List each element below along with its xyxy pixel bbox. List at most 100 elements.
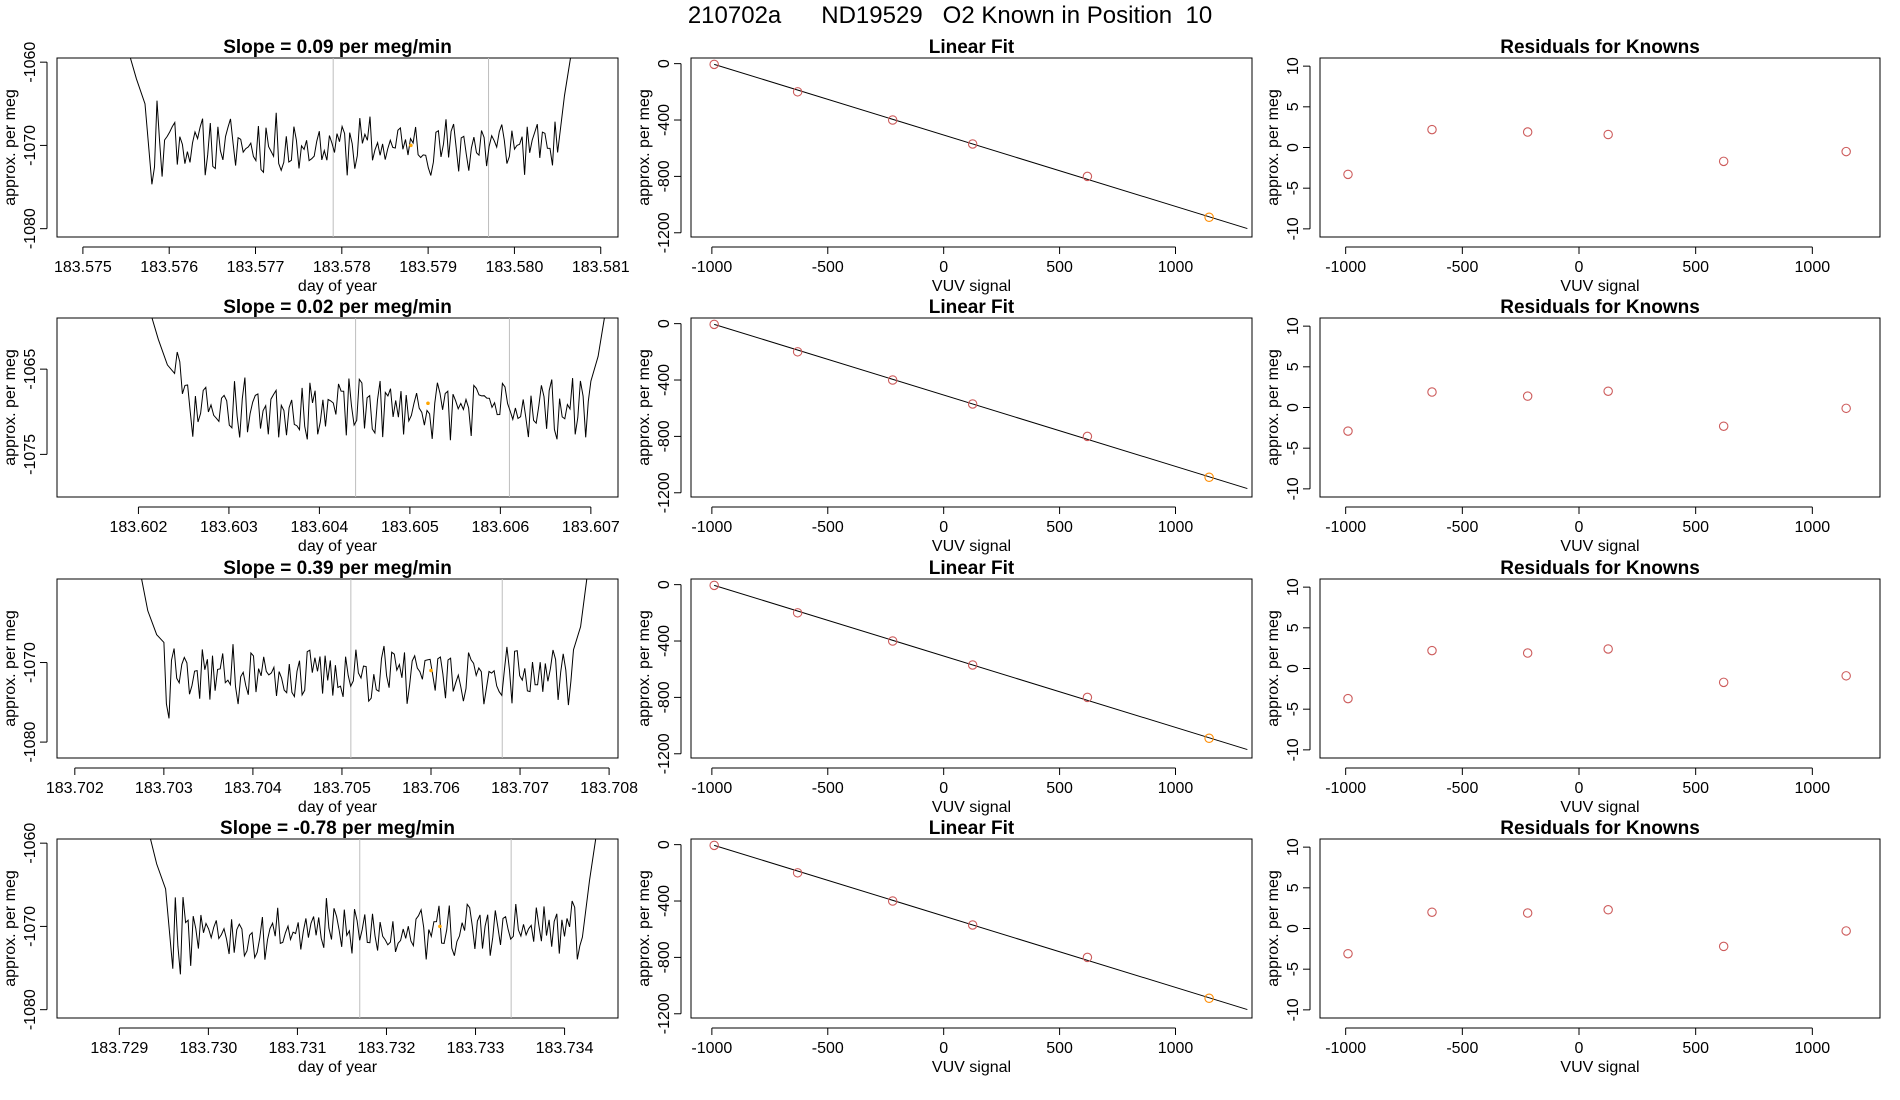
linear-fit-4-title: Linear Fit [929,818,1015,839]
time-series-1-title: Slope = 0.09 per meg/min [223,37,452,58]
linear-fit-1-y-axis-label: approx. per meg [636,89,653,206]
residuals-4-data-point [1718,941,1729,952]
residuals-1-data-point [1718,156,1729,167]
residuals-3-data-point [1603,644,1613,654]
linear-fit-4-x-tick-label: 500 [1046,1040,1073,1057]
time-series-3-x-tick-label: 183.706 [402,780,460,797]
time-series-1-x-axis-label: day of year [298,278,378,295]
linear-fit-1-data-point [1082,171,1093,182]
linear-fit-1-y-tick-label: -400 [656,104,673,136]
linear-fit-4-data-point [1082,952,1093,963]
time-series-1-y-tick-label: -1070 [22,125,39,166]
residuals-3-title: Residuals for Knowns [1500,558,1700,579]
linear-fit-1-frame [690,57,1253,238]
residuals-1-y-tick-label: 0 [1285,143,1302,152]
residuals-1-y-tick-label: -5 [1285,181,1302,195]
residuals-2-data-point [1841,403,1851,414]
time-series-1-x-tick-label: 183.581 [572,259,630,276]
linear-fit-2-x-tick-label: -1000 [691,519,732,536]
residuals-3-x-tick-label: -500 [1446,780,1478,797]
time-series-3-trace-marker [429,668,433,673]
time-series-1-x-tick-label: 183.578 [313,259,371,276]
linear-fit-4-x-tick-label: 1000 [1158,1040,1194,1057]
linear-fit-1-fit-line [714,63,1248,230]
linear-fit-2-x-tick-label: -500 [812,519,844,536]
residuals-3-data-point [1718,677,1729,688]
linear-fit-2-data-point [1082,431,1093,442]
linear-fit-2-frame [690,317,1253,498]
residuals-4-x-tick-label: 0 [1575,1040,1584,1057]
residuals-1-data-point [1427,124,1437,135]
residuals-4-x-tick-label: -1000 [1325,1040,1366,1057]
linear-fit-2-data-point [709,319,719,330]
linear-fit-3-y-tick-label: -1200 [656,733,673,774]
residuals-1-y-tick-label: -10 [1285,217,1302,240]
linear-fit-2-x-axis-label: VUV signal [932,538,1011,555]
residuals-4-data-point [1841,926,1851,936]
linear-fit-1-data-point [1204,212,1214,223]
linear-fit-3-frame [690,578,1253,759]
time-series-3-frame [56,578,619,759]
time-series-3-x-tick-label: 183.704 [224,780,282,797]
time-series-1-x-tick-label: 183.579 [399,259,457,276]
residuals-1-data-point [1841,146,1851,157]
linear-fit-4-y-tick-label: -400 [656,885,673,917]
linear-fit-1-title: Linear Fit [929,37,1015,58]
linear-fit-2-x-tick-label: 0 [939,519,948,536]
time-series-2-x-tick-label: 183.604 [290,519,348,536]
linear-fit-4-data-point [792,868,803,878]
time-series-1-frame [56,57,619,238]
linear-fit-2-y-tick-label: -800 [656,420,673,452]
linear-fit-4-data-point [709,840,719,851]
residuals-2-x-tick-label: 0 [1575,519,1584,536]
linear-fit-3-x-tick-label: 1000 [1158,780,1194,797]
residuals-4-x-axis-label: VUV signal [1560,1059,1639,1076]
time-series-1-y-tick-label: -1060 [22,42,39,83]
linear-fit-3-data-point [792,608,803,618]
residuals-2-x-tick-label: -500 [1446,519,1478,536]
time-series-2-y-tick-label: -1065 [22,349,39,390]
time-series-2-x-tick-label: 183.605 [381,519,439,536]
residuals-3-y-tick-label: 5 [1285,623,1302,632]
time-series-1-y-tick-label: -1080 [22,208,39,249]
time-series-2-x-tick-label: 183.603 [200,519,258,536]
time-series-4-x-tick-label: 183.732 [358,1040,416,1057]
residuals-2-frame [1319,317,1881,498]
residuals-1-x-tick-label: 0 [1575,259,1584,276]
linear-fit-1-y-tick-label: -800 [656,160,673,192]
linear-fit-3-y-axis-label: approx. per meg [636,610,653,727]
residuals-4-data-point [1522,908,1533,918]
residuals-4-y-tick-label: -5 [1285,962,1302,976]
residuals-2-data-point [1522,391,1533,401]
time-series-4-x-axis-label: day of year [298,1059,378,1076]
residuals-1-y-tick-label: 5 [1285,102,1302,111]
linear-fit-4-frame [690,838,1253,1019]
linear-fit-2-y-tick-label: 0 [656,319,673,328]
time-series-4-y-tick-label: -1070 [22,906,39,947]
time-series-3-x-tick-label: 183.703 [135,780,193,797]
time-series-3-x-tick-label: 183.702 [46,780,104,797]
linear-fit-2-y-tick-label: -1200 [656,472,673,513]
linear-fit-4-data-point [967,920,978,930]
time-series-3-x-tick-label: 183.707 [491,780,549,797]
linear-fit-3-data-point [709,580,719,591]
time-series-2-x-tick-label: 183.607 [562,519,620,536]
residuals-4-y-tick-label: 0 [1285,924,1302,933]
time-series-2-title: Slope = 0.02 per meg/min [223,297,452,318]
linear-fit-4-data-point [1204,993,1214,1004]
time-series-4-x-tick-label: 183.730 [179,1040,237,1057]
residuals-4-x-tick-label: 1000 [1795,1040,1831,1057]
residuals-3-x-tick-label: 0 [1575,780,1584,797]
residuals-1-title: Residuals for Knowns [1500,37,1700,58]
residuals-3-x-axis-label: VUV signal [1560,799,1639,816]
residuals-4-y-tick-label: 10 [1285,838,1302,856]
residuals-3-data-point [1427,645,1437,656]
linear-fit-3-data-point [887,636,898,646]
time-series-3-trace-line [141,578,588,719]
linear-fit-3-y-tick-label: 0 [656,580,673,589]
residuals-1-y-axis-label: approx. per meg [1265,89,1282,206]
linear-fit-3-data-point [1204,733,1214,744]
linear-fit-4-fit-line [714,844,1248,1011]
time-series-1-trace-marker [409,143,413,148]
